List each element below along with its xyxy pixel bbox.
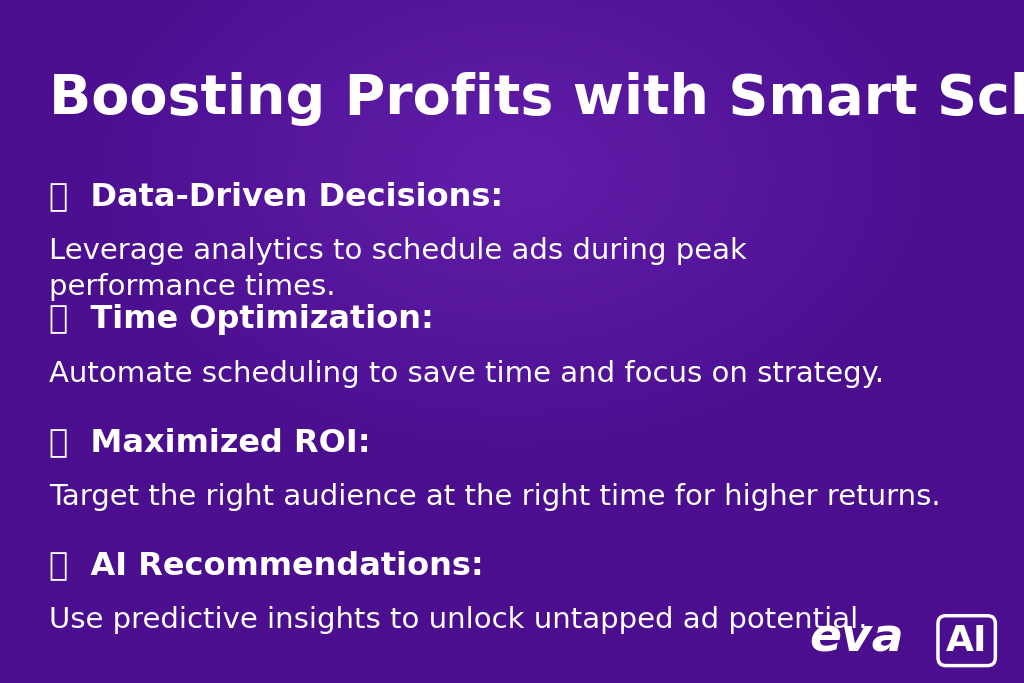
- Text: Target the right audience at the right time for higher returns.: Target the right audience at the right t…: [49, 483, 941, 511]
- Text: 🤖  AI Recommendations:: 🤖 AI Recommendations:: [49, 550, 484, 581]
- Text: Boosting Profits with Smart Scheduling: Boosting Profits with Smart Scheduling: [49, 72, 1024, 126]
- Text: 📊  Data-Driven Decisions:: 📊 Data-Driven Decisions:: [49, 181, 504, 212]
- Text: AI: AI: [946, 624, 987, 658]
- Text: 📈  Maximized ROI:: 📈 Maximized ROI:: [49, 427, 371, 458]
- Text: Use predictive insights to unlock untapped ad potential.: Use predictive insights to unlock untapp…: [49, 606, 867, 634]
- Text: ⏰  Time Optimization:: ⏰ Time Optimization:: [49, 304, 434, 335]
- Text: Leverage analytics to schedule ads during peak
performance times.: Leverage analytics to schedule ads durin…: [49, 237, 748, 301]
- Text: eva: eva: [809, 616, 903, 661]
- Text: Automate scheduling to save time and focus on strategy.: Automate scheduling to save time and foc…: [49, 360, 884, 388]
